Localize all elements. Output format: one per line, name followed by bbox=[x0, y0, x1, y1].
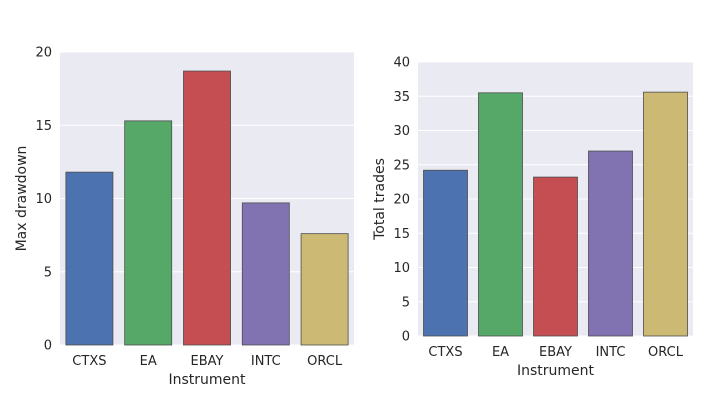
x-tick-label: EBAY bbox=[539, 345, 572, 360]
x-tick-labels: CTXS EA EBAY INTC ORCL bbox=[428, 345, 683, 360]
y-tick-label: 30 bbox=[393, 124, 410, 139]
x-tick-label: INTC bbox=[596, 345, 626, 360]
y-axis-label: Max drawdown bbox=[14, 146, 30, 252]
bar-ebay bbox=[183, 70, 231, 346]
x-tick-label: INTC bbox=[251, 354, 281, 369]
x-tick-label: ORCL bbox=[307, 354, 343, 369]
x-tick-label: EA bbox=[492, 345, 509, 360]
x-axis-label: Instrument bbox=[517, 363, 595, 379]
bar-ea bbox=[124, 120, 173, 346]
bar-ctxs bbox=[65, 171, 114, 346]
max-drawdown-chart: 0 5 10 15 20 CTXS EA EBAY INTC ORCL Instrument M… bbox=[14, 46, 354, 388]
x-tick-labels: CTXS EA EBAY INTC ORCL bbox=[72, 354, 343, 369]
y-tick-label: 10 bbox=[393, 261, 410, 276]
y-tick-label: 5 bbox=[402, 295, 410, 310]
y-tick-labels: 0 5 10 15 20 25 30 35 40 bbox=[393, 56, 410, 345]
y-tick-labels: 0 5 10 15 20 bbox=[35, 46, 52, 354]
y-tick-label: 20 bbox=[393, 193, 410, 208]
x-tick-label: EBAY bbox=[191, 354, 224, 369]
bars bbox=[423, 91, 688, 337]
total-trades-chart: 0 5 10 15 20 25 30 35 40 CTXS EA EBAY INTC ORCL Inst… bbox=[372, 56, 693, 379]
y-tick-label: 40 bbox=[393, 56, 410, 71]
bar-ebay bbox=[533, 176, 578, 337]
bars bbox=[65, 70, 349, 346]
y-tick-label: 35 bbox=[393, 90, 410, 105]
y-tick-label: 20 bbox=[35, 46, 52, 61]
x-tick-label: EA bbox=[140, 354, 157, 369]
y-tick-label: 5 bbox=[44, 265, 52, 280]
bar-intc bbox=[241, 202, 290, 346]
y-axis-label: Total trades bbox=[372, 158, 388, 241]
y-tick-label: 15 bbox=[393, 227, 410, 242]
y-tick-label: 0 bbox=[44, 339, 52, 354]
x-tick-label: CTXS bbox=[72, 354, 106, 369]
bar-ea bbox=[478, 92, 523, 337]
bar-intc bbox=[588, 150, 633, 337]
y-tick-label: 15 bbox=[35, 119, 52, 134]
bar-orcl bbox=[643, 91, 688, 337]
x-axis-label: Instrument bbox=[168, 372, 246, 388]
x-tick-label: ORCL bbox=[648, 345, 684, 360]
bar-orcl bbox=[300, 233, 349, 346]
y-tick-label: 25 bbox=[393, 158, 410, 173]
bar-ctxs bbox=[423, 169, 468, 337]
x-tick-label: CTXS bbox=[428, 345, 462, 360]
y-tick-label: 10 bbox=[35, 192, 52, 207]
y-tick-label: 0 bbox=[402, 330, 410, 345]
